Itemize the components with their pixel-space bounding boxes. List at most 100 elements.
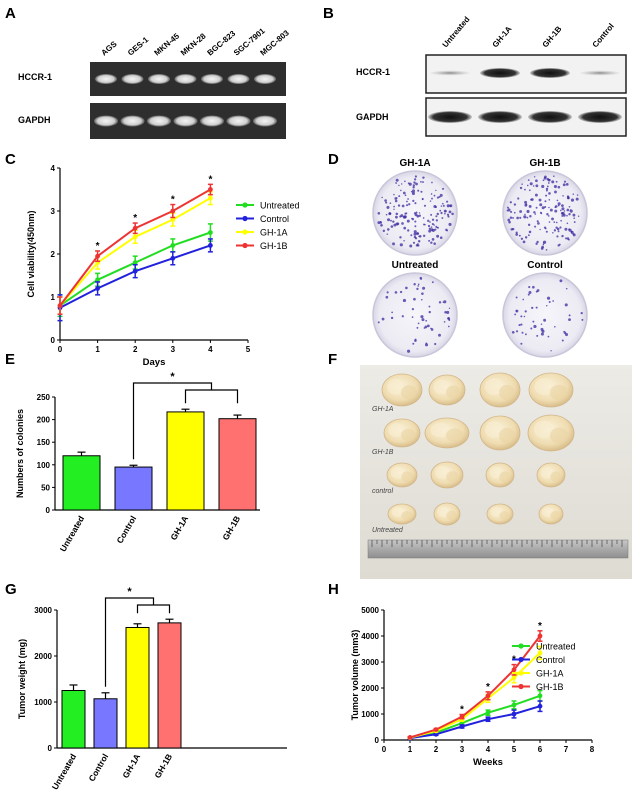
data-point (433, 731, 439, 737)
ruler-ticks (371, 540, 623, 547)
colony-dot (423, 223, 426, 226)
tumor-lobe (499, 384, 515, 401)
gel-a-hccr1-band (227, 74, 250, 84)
colony-dot (575, 197, 579, 201)
x-tick-label: 8 (590, 745, 595, 754)
data-point (511, 702, 517, 708)
colony-dot (410, 191, 413, 193)
colony-dot (428, 310, 431, 314)
ruler (367, 539, 629, 559)
colony-dot (568, 228, 572, 232)
x-tick-label: 3 (460, 745, 465, 754)
colony-dot (430, 228, 434, 232)
y-tick-label: 3 (51, 207, 56, 216)
colony-dot (433, 224, 435, 226)
colony-dot (444, 210, 447, 212)
colony-dot (568, 238, 570, 241)
colony-dot (537, 222, 540, 225)
tumor-lobe (437, 506, 449, 518)
tumor-lobe (540, 466, 554, 479)
colony-dot (527, 223, 531, 227)
y-axis-label: Cell viability(450nm) (26, 210, 36, 297)
colony-dot (580, 311, 583, 315)
colony-dot (425, 342, 428, 345)
colony-dot (423, 327, 426, 329)
y-axis-label: Tumor weight (mg) (17, 639, 27, 719)
legend-label: GH-1B (536, 682, 564, 692)
colony-dot (509, 210, 513, 213)
western-panel-b: Untreated GH-1A GH-1B Control HCCR-1 GAPDH (356, 15, 627, 137)
colony-dot (430, 328, 434, 331)
colony-dot (546, 185, 549, 188)
colony-dot (406, 219, 410, 223)
colony-dot (510, 228, 513, 231)
x-tick-label: 4 (486, 745, 491, 754)
colony-dot (529, 182, 533, 186)
tumor-lobe (391, 507, 405, 517)
colony-dot (560, 219, 562, 222)
colony-dot (430, 226, 433, 228)
gel-a-hccr1-band (95, 74, 117, 84)
tumor-lobe (549, 427, 569, 444)
colony-dot (545, 230, 548, 233)
gel-a-hccr1-band (201, 74, 223, 84)
colony-dot (411, 217, 413, 220)
colony-dot (528, 290, 532, 294)
colony-dot (577, 215, 580, 217)
colony-dot (509, 201, 512, 204)
colony-dot (402, 298, 407, 303)
colony-dot (535, 179, 538, 183)
tumor-row-label-gh1b: GH-1B (372, 449, 394, 456)
series-line (409, 705, 541, 740)
bar (62, 455, 101, 511)
colony-dot (557, 185, 561, 189)
x-tick-label: GH-1A (120, 752, 142, 780)
x-tick-label: 2 (133, 345, 138, 354)
series-line (409, 635, 541, 739)
colony-dot (401, 222, 404, 225)
colony-dot (413, 178, 417, 181)
colony-dot (390, 219, 392, 222)
legend-label: Untreated (536, 642, 576, 652)
tumor-lobe (489, 466, 503, 479)
colony-dot (522, 240, 526, 244)
y-tick-label: 0 (48, 744, 53, 753)
colony-dot (442, 204, 445, 207)
colony-dot (515, 330, 519, 333)
colony-dot (393, 223, 397, 227)
gel-b-sample-label: GH-1A (491, 24, 514, 49)
colony-dot (385, 213, 388, 216)
colony-dot (422, 234, 426, 238)
series-line (59, 188, 211, 307)
y-axis-label: Numbers of colonies (15, 409, 25, 498)
colony-dot (564, 332, 569, 337)
colony-dot (528, 285, 531, 289)
colony-dot (539, 228, 541, 231)
data-point (170, 217, 176, 223)
significance-star: * (486, 682, 490, 693)
colony-dot (554, 190, 557, 194)
colony-dot (415, 182, 418, 186)
colony-dot (542, 240, 547, 244)
panel-letter-f: F (328, 351, 337, 368)
colony-dot (394, 199, 398, 203)
colony-dot (526, 216, 529, 219)
colony-dot (544, 175, 547, 179)
plate-label-untreated: Untreated (392, 260, 439, 271)
gel-b-band-label-hccr1: HCCR-1 (356, 67, 390, 77)
significance-star: * (133, 213, 137, 224)
colony-dot (421, 298, 423, 301)
colony-dot (443, 300, 447, 304)
colony-dot (435, 189, 437, 192)
colony-dot (404, 212, 407, 215)
colony-dot (512, 216, 514, 219)
colony-dot (557, 230, 560, 233)
colony-dot (417, 322, 420, 325)
x-tick-label: 5 (246, 345, 251, 354)
colony-dot (441, 217, 444, 219)
colony-dot (524, 188, 526, 191)
colony-dot (390, 316, 394, 320)
x-tick-label: 5 (512, 745, 517, 754)
colony-dot (514, 313, 517, 316)
